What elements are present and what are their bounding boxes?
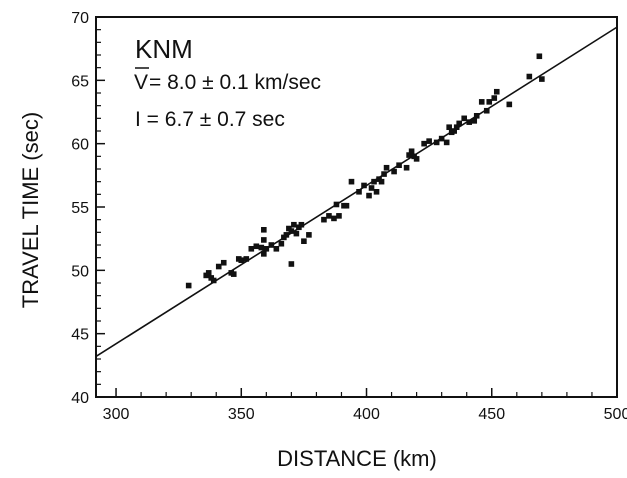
y-ticks: 40 45 50 55 60 65 70 (71, 10, 105, 407)
data-point (273, 246, 280, 252)
x-tick-label: 450 (478, 406, 505, 423)
data-points (185, 53, 545, 289)
data-point (491, 95, 498, 101)
y-tick-label: 70 (71, 10, 89, 27)
data-point (306, 232, 312, 238)
velocity-value: = 8.0 ± 0.1 km/sec (149, 71, 321, 94)
velocity-symbol: V (134, 71, 148, 94)
data-point (446, 124, 452, 130)
x-tick-label: 350 (228, 406, 255, 423)
data-point (391, 168, 397, 175)
data-point (378, 178, 385, 185)
station-label: KNM (135, 34, 193, 64)
data-point (371, 178, 377, 185)
x-axis-title: DISTANCE (km) (277, 446, 437, 471)
y-tick-label: 65 (71, 73, 89, 90)
data-point (261, 251, 267, 257)
data-point (506, 101, 513, 108)
data-point (220, 259, 227, 266)
data-point (453, 124, 460, 130)
data-point (403, 164, 410, 171)
data-point (253, 243, 260, 250)
data-point (443, 139, 450, 146)
data-point (408, 148, 415, 155)
data-point (356, 189, 362, 195)
data-point (406, 152, 412, 158)
data-point (348, 178, 355, 185)
y-tick-label: 60 (71, 137, 89, 154)
data-point (321, 216, 327, 223)
data-point (243, 256, 250, 262)
y-tick-label: 45 (71, 327, 89, 344)
data-point (215, 263, 222, 270)
data-point (451, 128, 457, 134)
intercept-label: I = 6.7 ± 0.7 sec (135, 108, 285, 131)
data-point (326, 213, 332, 219)
y-axis-title: TRAVEL TIME (sec) (18, 112, 43, 308)
y-tick-label: 40 (71, 390, 89, 407)
data-point (185, 282, 192, 289)
data-point (238, 257, 245, 263)
data-point (288, 261, 295, 267)
data-point (258, 244, 265, 251)
data-point (283, 232, 290, 238)
data-point (471, 118, 478, 124)
data-point (483, 107, 490, 114)
data-point (526, 73, 533, 80)
data-point (248, 246, 255, 252)
data-point (291, 221, 297, 228)
velocity-annotation: V = 8.0 ± 0.1 km/sec (134, 67, 321, 94)
y-tick-label: 55 (71, 200, 89, 217)
data-point (466, 119, 473, 125)
data-point (261, 227, 267, 233)
y-tick-label: 50 (71, 263, 89, 280)
x-tick-label: 400 (353, 406, 380, 423)
data-point (373, 189, 380, 195)
data-point (261, 237, 267, 243)
data-point (456, 120, 462, 127)
data-point (331, 215, 337, 222)
data-point (433, 139, 440, 146)
data-point (536, 53, 543, 60)
data-point (278, 240, 285, 247)
x-ticks: 300 350 400 450 500 (103, 388, 627, 423)
data-point (461, 115, 468, 122)
data-point (421, 140, 427, 147)
data-point (539, 76, 545, 82)
fit-line (95, 26, 618, 358)
x-tick-label: 300 (103, 406, 130, 423)
data-point (205, 270, 212, 276)
data-point (478, 99, 485, 105)
data-point (413, 156, 420, 162)
data-point (210, 277, 217, 284)
data-point (426, 138, 432, 144)
data-point (486, 99, 493, 105)
data-point (368, 185, 375, 191)
data-point (383, 164, 390, 171)
data-point (361, 182, 367, 189)
data-point (343, 202, 350, 209)
x-tick-label: 500 (604, 406, 627, 423)
data-point (301, 238, 307, 244)
data-point (230, 271, 237, 277)
data-point (298, 221, 305, 228)
data-point (288, 228, 295, 234)
data-point (493, 88, 500, 95)
data-point (293, 230, 300, 237)
data-point (336, 213, 342, 219)
data-point (366, 192, 372, 199)
